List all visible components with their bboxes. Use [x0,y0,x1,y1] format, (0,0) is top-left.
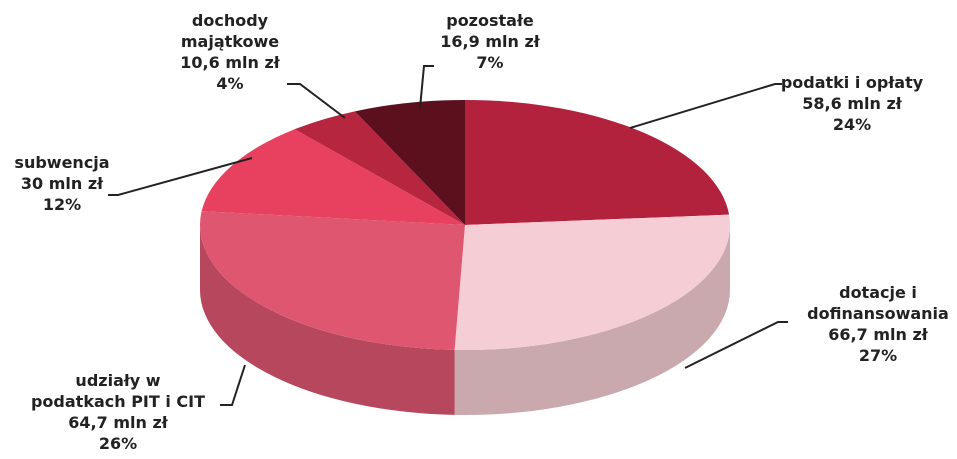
slice-side [200,225,455,415]
category-label: pozostałe [446,11,534,30]
category-label: udziały w podatkach PIT i CIT [30,371,206,411]
percent-label: 24% [832,115,872,134]
slice-label: udziały w podatkach PIT i CIT 64,7 mln zł… [0,370,238,454]
percent-label: 27% [858,346,898,365]
slice-label: subwencja 30 mln zł 12% [0,152,182,215]
value-label: 16,9 mln zł [440,32,540,51]
percent-label: 7% [476,53,504,72]
slice-label: pozostałe 16,9 mln zł 7% [370,10,610,73]
slice [465,100,730,225]
slice-label: dochody majątkowe 10,6 mln zł 4% [110,10,350,94]
value-label: 58,6 mln zł [802,94,902,113]
slice [454,214,730,350]
slice [199,211,465,350]
category-label: subwencja [14,153,110,172]
slice-side [454,225,730,415]
leader-line [684,321,788,369]
leader-line [419,65,434,109]
slice [354,100,465,225]
category-label: dotacje i dofinansowania [807,283,949,323]
category-label: dochody majątkowe [180,11,280,51]
value-label: 64,7 mln zł [68,413,168,432]
slice-label: podatki i opłaty 58,6 mln zł 24% [732,72,957,135]
percent-label: 4% [216,74,244,93]
value-label: 30 mln zł [20,174,104,193]
value-label: 10,6 mln zł [180,53,280,72]
leader-line [287,83,346,119]
percent-label: 12% [42,195,82,214]
slice [294,111,465,225]
slice [201,129,465,225]
value-label: 66,7 mln zł [828,325,928,344]
leader-line [108,157,253,196]
category-label: podatki i opłaty [780,73,924,92]
percent-label: 26% [98,434,138,453]
leader-line [629,83,782,129]
leader-line [220,364,246,406]
slice-label: dotacje i dofinansowania 66,7 mln zł 27% [758,282,957,366]
